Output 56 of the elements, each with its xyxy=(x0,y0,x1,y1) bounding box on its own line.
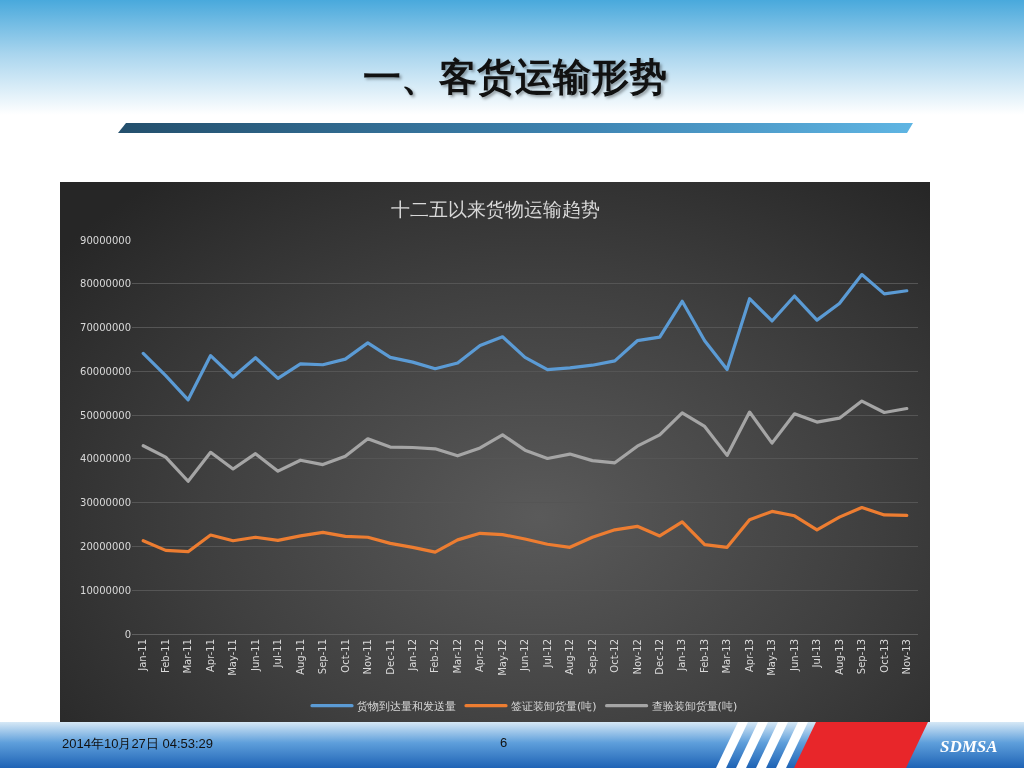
y-tick-label: 20000000 xyxy=(80,540,131,552)
x-tick-label: Sep-11 xyxy=(317,639,329,675)
x-tick-label: Jun-11 xyxy=(249,639,261,672)
text: 一、客货运输形势 xyxy=(362,54,668,101)
x-tick-label: Sep-13 xyxy=(856,639,868,675)
x-tick-label: Aug-11 xyxy=(294,639,306,675)
y-tick-label: 40000000 xyxy=(80,453,131,465)
x-tick-label: Oct-12 xyxy=(609,639,621,673)
text: 2014年10月27日 04:53:29 xyxy=(62,735,214,753)
x-tick-label: Sep-12 xyxy=(586,639,598,675)
x-tick-label: Jul-12 xyxy=(541,639,553,669)
x-tick-label: Oct-11 xyxy=(339,639,351,673)
x-tick-label: Mar-11 xyxy=(182,639,194,674)
legend-label: 签证装卸货量(吨) xyxy=(511,699,597,713)
x-tick-label: May-11 xyxy=(227,639,239,676)
x-tick-label: Apr-13 xyxy=(743,639,755,672)
y-tick-label: 0 xyxy=(124,628,131,640)
x-tick-label: Mar-12 xyxy=(451,639,463,674)
x-tick-label: Jan-11 xyxy=(137,639,149,672)
x-tick-label: Aug-13 xyxy=(833,639,845,675)
x-tick-label: Apr-12 xyxy=(474,639,486,672)
text: 6 xyxy=(500,735,508,750)
legend-label: 查验装卸货量(吨) xyxy=(651,699,738,713)
x-tick-label: Oct-13 xyxy=(878,639,890,673)
y-tick-label: 90000000 xyxy=(80,234,131,246)
chart-title: 十二五以来货物运输趋势 xyxy=(390,197,600,220)
x-tick-label: Nov-11 xyxy=(362,639,374,675)
x-tick-label: Dec-11 xyxy=(384,639,396,675)
x-tick-label: Mar-13 xyxy=(721,639,733,674)
x-tick-label: Feb-13 xyxy=(698,639,710,674)
x-tick-label: Nov-12 xyxy=(631,639,643,675)
x-tick-label: Jan-12 xyxy=(406,639,418,672)
line-series xyxy=(141,505,909,554)
x-tick-label: Aug-12 xyxy=(564,639,576,675)
x-tick-label: Apr-11 xyxy=(204,639,216,672)
y-tick-label: 60000000 xyxy=(80,365,131,377)
y-tick-label: 70000000 xyxy=(80,322,131,334)
x-tick-label: Jan-13 xyxy=(676,639,688,672)
x-tick-label: Feb-11 xyxy=(159,639,171,674)
x-tick-label: Nov-13 xyxy=(901,639,913,675)
y-tick-label: 80000000 xyxy=(80,278,131,290)
y-tick-label: 10000000 xyxy=(80,584,131,596)
x-tick-label: Jul-11 xyxy=(272,639,284,669)
y-tick-label: 30000000 xyxy=(80,497,131,509)
x-tick-label: May-13 xyxy=(766,639,778,676)
x-tick-label: Feb-12 xyxy=(429,639,441,674)
x-tick-label: May-12 xyxy=(496,639,508,676)
text: SDMSA xyxy=(940,737,998,757)
x-tick-label: Dec-12 xyxy=(653,639,665,675)
line-series xyxy=(141,399,909,483)
legend-label: 货物到达量和发送量 xyxy=(357,699,456,713)
x-tick-label: Jun-12 xyxy=(519,639,531,672)
x-tick-label: Jul-13 xyxy=(811,639,823,669)
x-tick-label: Jun-13 xyxy=(788,639,800,672)
y-tick-label: 50000000 xyxy=(80,409,131,421)
line-series xyxy=(141,272,909,402)
